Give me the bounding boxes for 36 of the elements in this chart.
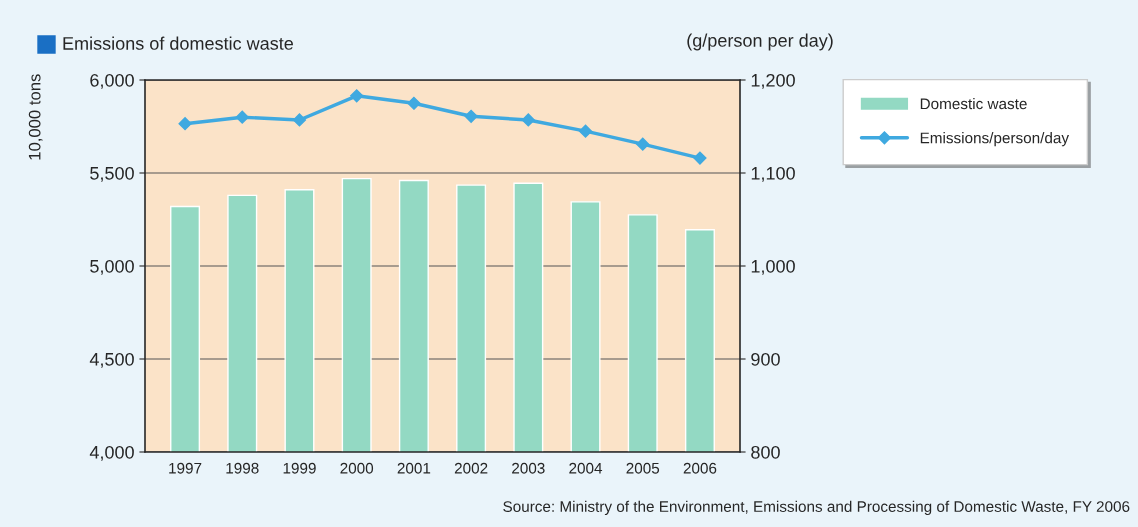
x-tick-label: 1998 (226, 462, 259, 474)
point (521, 113, 535, 127)
y2-tick-label: 1,100 (751, 166, 795, 182)
y-tick-label: 6,000 (90, 73, 134, 89)
x-tick-label: 2006 (683, 462, 717, 474)
point (636, 137, 650, 151)
y-tick-label: 4,500 (89, 352, 134, 368)
x-tick-label: 2002 (454, 462, 488, 474)
x-tick-label: 1997 (169, 462, 202, 474)
y-tick-label: 5,000 (90, 259, 134, 275)
y-tick-label: 4,000 (89, 445, 134, 461)
point (178, 117, 192, 131)
x-tick-label: 2000 (340, 462, 374, 474)
y-tick-label: 5,500 (90, 166, 134, 182)
y2-axis-title: (g/person per day) (687, 33, 833, 51)
point (235, 110, 249, 124)
chart-title: Emissions of domestic waste (63, 36, 293, 50)
x-tick-label: 2003 (512, 462, 545, 474)
x-tick-label: 2001 (397, 462, 431, 474)
point (693, 151, 707, 165)
point (350, 89, 364, 103)
y2-tick-label: 1,000 (751, 259, 795, 275)
x-tick-label: 2004 (569, 462, 603, 474)
source-note: Source: Ministry of the Environment, Emissions and Processing of Domestic Waste, FY 2006 (503, 500, 1130, 515)
point (407, 96, 421, 110)
y2-tick-label: 1,200 (751, 73, 795, 89)
legend-label: Emissions/person/day (920, 132, 1070, 147)
y2-tick-label: 800 (751, 445, 780, 459)
x-tick-label: 1999 (283, 462, 316, 474)
x-tick-label: 2005 (626, 462, 660, 474)
y2-tick-label: 900 (751, 352, 780, 366)
point (292, 113, 307, 127)
point (578, 124, 593, 138)
point (464, 109, 478, 123)
legend-label: Domestic waste (920, 97, 1027, 110)
y-axis-title: 10,000 tons (28, 74, 43, 160)
